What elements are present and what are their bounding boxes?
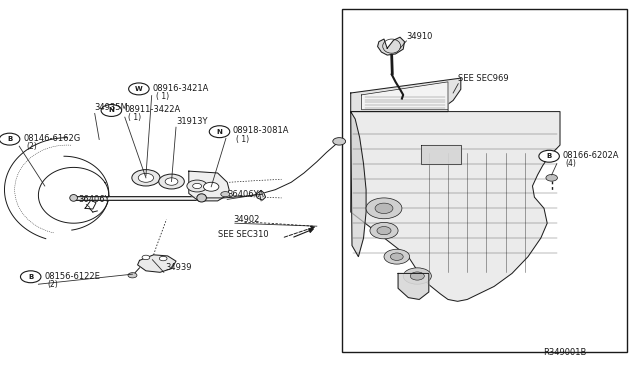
Polygon shape: [138, 255, 176, 272]
Circle shape: [384, 249, 410, 264]
Text: 08911-3422A: 08911-3422A: [125, 105, 181, 114]
Circle shape: [165, 178, 178, 185]
Circle shape: [204, 182, 219, 191]
Polygon shape: [189, 171, 229, 201]
Text: W: W: [135, 86, 143, 92]
Polygon shape: [351, 112, 366, 257]
Bar: [342, 9, 627, 352]
Text: SEE SEC969: SEE SEC969: [458, 74, 509, 83]
Text: SEE SEC310: SEE SEC310: [218, 230, 268, 239]
Text: N: N: [108, 108, 115, 113]
Text: 34935M: 34935M: [95, 103, 129, 112]
Text: 08916-3421A: 08916-3421A: [152, 84, 209, 93]
Text: ( 1): ( 1): [236, 135, 250, 144]
Circle shape: [539, 150, 559, 162]
Circle shape: [142, 255, 150, 260]
Text: 08166-6202A: 08166-6202A: [563, 151, 619, 160]
Circle shape: [403, 268, 431, 284]
Circle shape: [410, 272, 424, 280]
Text: (4): (4): [566, 159, 577, 168]
Polygon shape: [256, 190, 266, 200]
Circle shape: [370, 222, 398, 239]
Ellipse shape: [197, 194, 206, 202]
Polygon shape: [378, 37, 404, 55]
Circle shape: [333, 138, 346, 145]
Text: 34902: 34902: [234, 215, 260, 224]
Circle shape: [546, 174, 557, 181]
Circle shape: [209, 126, 230, 138]
Text: N: N: [216, 129, 223, 135]
Circle shape: [390, 253, 403, 260]
Text: 08918-3081A: 08918-3081A: [233, 126, 289, 135]
Circle shape: [128, 273, 137, 278]
Text: B: B: [7, 136, 12, 142]
Text: 08156-6122E: 08156-6122E: [44, 272, 100, 280]
Circle shape: [132, 170, 160, 186]
Text: ( 1): ( 1): [128, 113, 141, 122]
Text: 36406Y: 36406Y: [78, 195, 109, 204]
Text: 08146-6162G: 08146-6162G: [23, 134, 80, 143]
Circle shape: [221, 192, 230, 197]
Text: B: B: [547, 153, 552, 159]
Text: 36406YA: 36406YA: [227, 190, 264, 199]
Text: 31913Y: 31913Y: [176, 117, 207, 126]
Polygon shape: [351, 112, 560, 301]
Text: 34939: 34939: [165, 263, 191, 272]
Circle shape: [377, 227, 391, 235]
Polygon shape: [421, 145, 461, 164]
Circle shape: [187, 180, 207, 192]
Circle shape: [129, 83, 149, 95]
Circle shape: [138, 173, 154, 182]
Text: ( 1): ( 1): [156, 92, 169, 101]
Circle shape: [366, 198, 402, 219]
Polygon shape: [351, 78, 461, 112]
Text: B: B: [28, 274, 33, 280]
Polygon shape: [398, 273, 429, 299]
Circle shape: [20, 271, 41, 283]
Circle shape: [159, 174, 184, 189]
Ellipse shape: [70, 195, 77, 201]
Text: (2): (2): [26, 142, 37, 151]
Circle shape: [193, 183, 202, 189]
Text: R349001B: R349001B: [543, 348, 586, 357]
Circle shape: [101, 105, 122, 116]
Polygon shape: [362, 82, 448, 110]
Circle shape: [375, 203, 393, 214]
Circle shape: [0, 133, 20, 145]
Text: 34910: 34910: [406, 32, 433, 41]
Circle shape: [159, 256, 167, 261]
Text: (2): (2): [47, 280, 58, 289]
